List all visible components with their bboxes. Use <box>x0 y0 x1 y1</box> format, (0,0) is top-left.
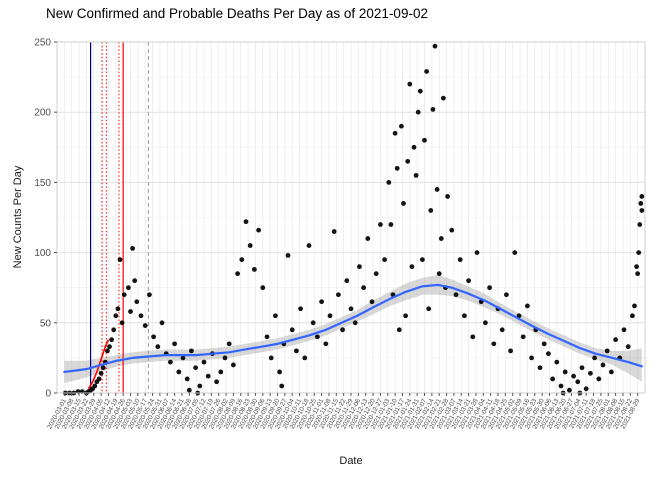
svg-text:200: 200 <box>34 108 51 119</box>
svg-text:50: 50 <box>40 318 52 329</box>
svg-text:0: 0 <box>45 389 51 400</box>
x-axis-title: Date <box>339 455 363 467</box>
svg-text:100: 100 <box>34 248 51 259</box>
chart-title: New Confirmed and Probable Deaths Per Da… <box>46 6 428 21</box>
svg-text:150: 150 <box>34 178 51 189</box>
svg-text:250: 250 <box>34 38 51 49</box>
